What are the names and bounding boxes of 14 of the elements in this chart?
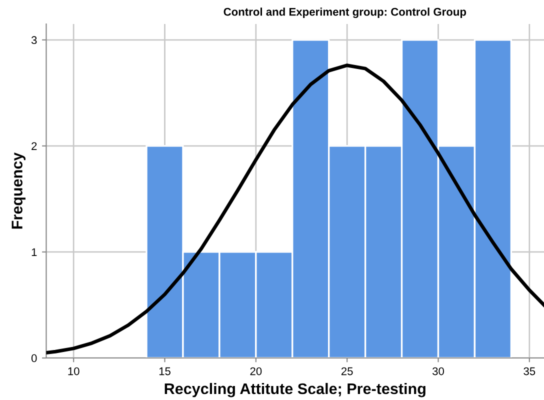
chart-title: Control and Experiment group: Control Group — [224, 8, 466, 18]
x-tick-label: 25 — [341, 367, 353, 376]
y-tick-label: 2 — [32, 142, 37, 150]
x-tick-label: 30 — [432, 367, 444, 376]
y-tick-label: 1 — [32, 248, 37, 256]
x-tick-label: 10 — [68, 367, 80, 376]
y-tick-label: 3 — [31, 36, 37, 44]
y-tick-label: 0 — [31, 354, 37, 362]
line-series — [46, 64, 544, 354]
y-axis-title: Frequency — [12, 152, 26, 229]
x-tick-label: 20 — [250, 367, 262, 376]
x-tick-label: 15 — [159, 367, 170, 376]
x-axis-title: Recycling Attitute Scale; Pre-testing — [164, 382, 426, 398]
x-tick-label: 35 — [524, 367, 536, 376]
